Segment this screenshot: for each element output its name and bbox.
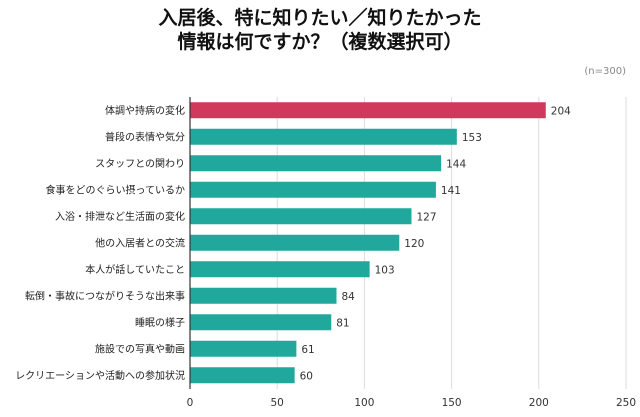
bar bbox=[190, 340, 297, 357]
bar bbox=[190, 261, 370, 278]
bar bbox=[190, 208, 412, 225]
bar bbox=[190, 314, 332, 331]
bar bbox=[190, 287, 337, 304]
data-label: 153 bbox=[462, 132, 482, 144]
x-tick-label: 150 bbox=[442, 397, 462, 409]
category-label: 体調や持病の変化 bbox=[105, 104, 185, 117]
category-label: 施設での写真や動画 bbox=[95, 342, 185, 355]
category-label: 普段の表情や気分 bbox=[105, 130, 185, 143]
x-tick-label: 250 bbox=[616, 397, 636, 409]
x-tick-label: 200 bbox=[529, 397, 549, 409]
category-label: 転倒・事故につながりそうな出来事 bbox=[25, 289, 185, 302]
category-label: スタッフとの関わり bbox=[95, 158, 185, 170]
data-label: 120 bbox=[404, 238, 424, 250]
category-label: 他の入居者との交流 bbox=[95, 236, 185, 249]
data-label: 84 bbox=[341, 291, 355, 303]
data-label: 61 bbox=[301, 344, 314, 356]
category-label: レクリエーションや活動への参加状況 bbox=[15, 369, 185, 382]
sample-size-note: (n=300) bbox=[584, 66, 626, 77]
bar bbox=[190, 155, 442, 172]
data-label: 103 bbox=[375, 264, 395, 276]
data-label: 127 bbox=[416, 211, 436, 223]
data-label: 141 bbox=[441, 185, 461, 197]
category-label: 食事をどのぐらい摂っているか bbox=[46, 183, 186, 196]
bar bbox=[190, 181, 436, 198]
bar bbox=[190, 234, 400, 251]
data-label: 204 bbox=[551, 105, 571, 117]
x-tick-label: 50 bbox=[271, 397, 284, 409]
bar bbox=[190, 128, 457, 145]
x-tick-label: 0 bbox=[187, 397, 194, 409]
data-label: 81 bbox=[336, 317, 349, 329]
category-label: 入浴・排泄など生活面の変化 bbox=[55, 210, 185, 223]
x-tick-label: 100 bbox=[354, 397, 374, 409]
data-label: 144 bbox=[446, 158, 466, 170]
chart-title-line2: 情報は何ですか？（複数選択可） bbox=[177, 31, 463, 53]
bar bbox=[190, 367, 295, 384]
data-label: 60 bbox=[300, 370, 313, 382]
bar bbox=[190, 102, 546, 119]
category-label: 睡眠の様子 bbox=[135, 316, 185, 329]
chart-title-line1: 入居後、特に知りたい／知りたかった bbox=[158, 7, 482, 29]
category-label: 本人が話していたこと bbox=[85, 263, 185, 276]
